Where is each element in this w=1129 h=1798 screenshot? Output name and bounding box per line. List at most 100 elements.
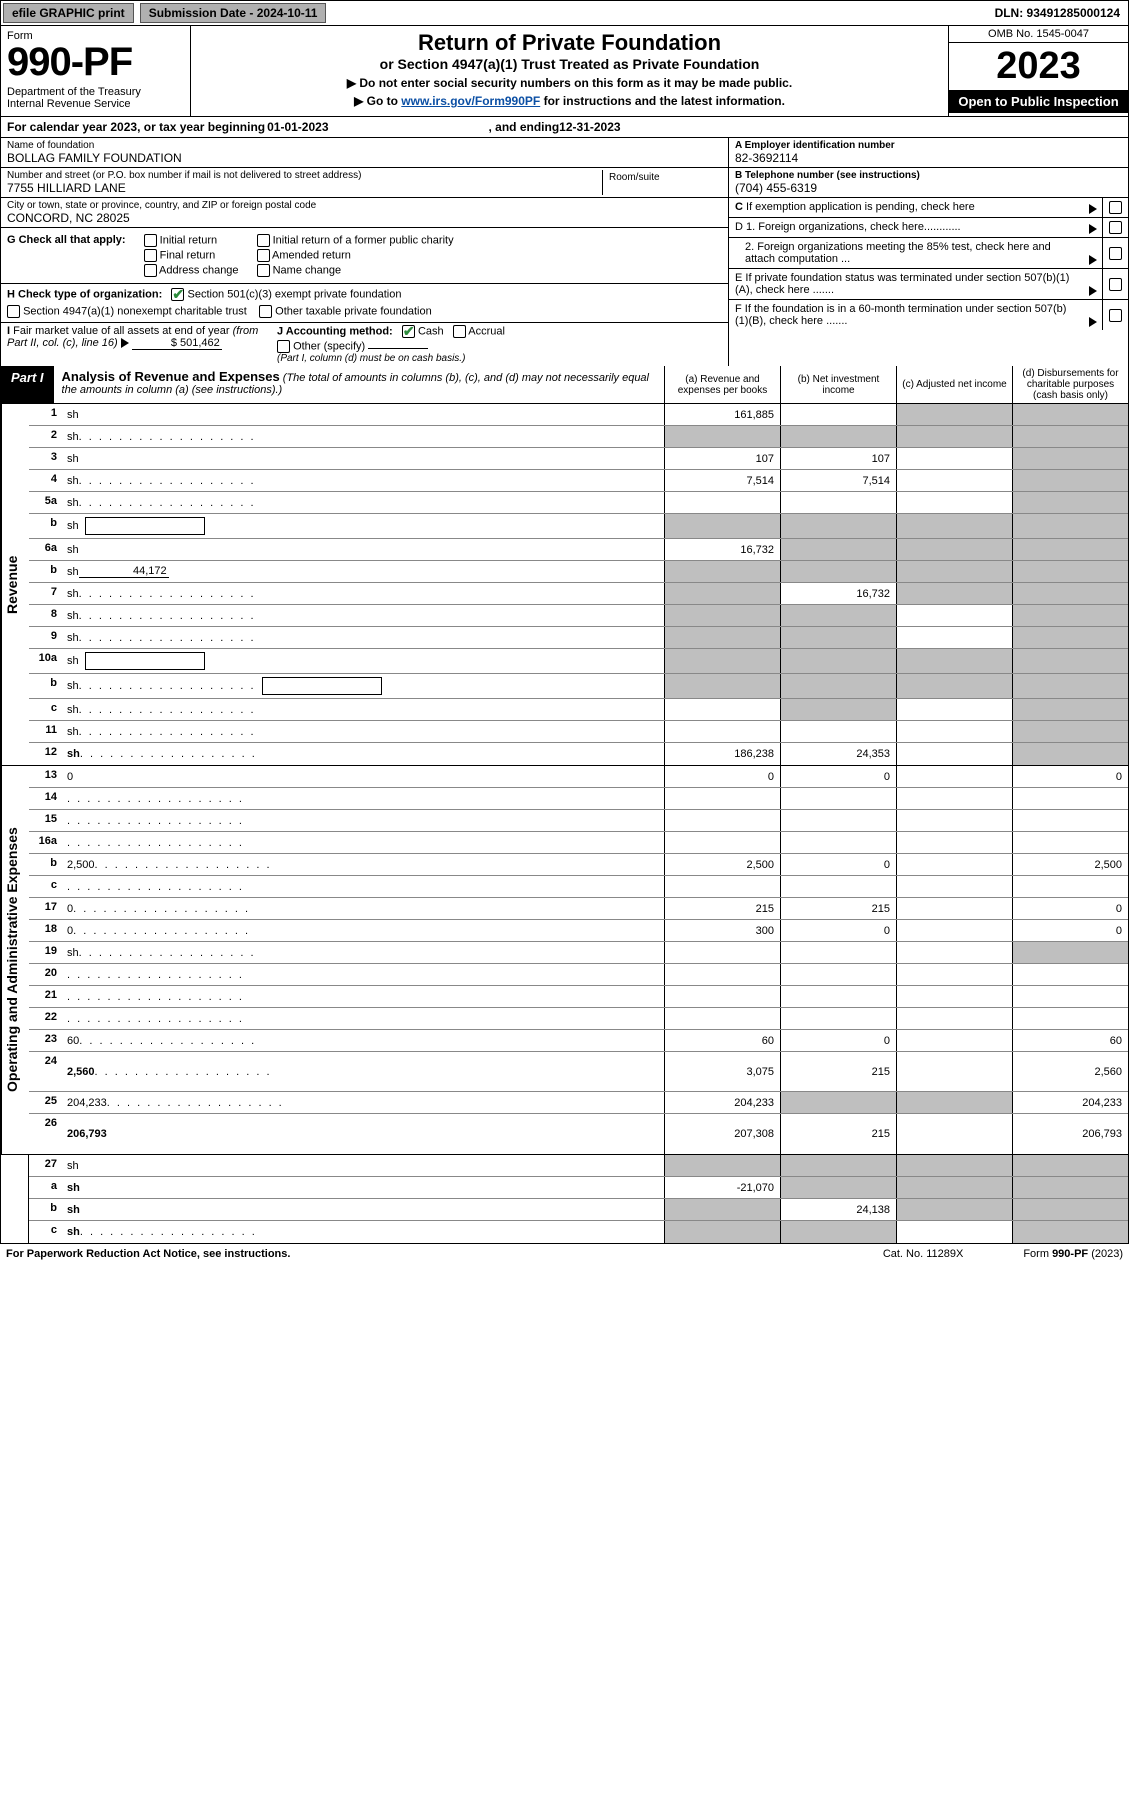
g-address-change-checkbox[interactable] (144, 264, 157, 277)
line-number: 24 (29, 1052, 63, 1091)
table-cell: -21,070 (664, 1177, 780, 1198)
c-checkbox[interactable] (1109, 201, 1122, 214)
submission-date-label: Submission Date - (149, 6, 257, 20)
identity-grid: Name of foundation BOLLAG FAMILY FOUNDAT… (0, 138, 1129, 366)
g-initial-return-checkbox[interactable] (144, 234, 157, 247)
form-title: Return of Private Foundation (197, 30, 942, 56)
table-cell: 2,500 (1012, 854, 1128, 875)
j-other-checkbox[interactable] (277, 340, 290, 353)
table-cell (780, 649, 896, 673)
line-description: sh (63, 1177, 664, 1198)
c-exemption-row: C If exemption application is pending, c… (729, 198, 1128, 218)
table-cell: 60 (664, 1030, 780, 1051)
g-name-change-checkbox[interactable] (257, 264, 270, 277)
name-label: Name of foundation (7, 140, 722, 151)
e-checkbox[interactable] (1109, 278, 1122, 291)
table-row: 27sh (29, 1155, 1128, 1177)
omb-number: OMB No. 1545-0047 (949, 26, 1128, 43)
table-cell: 0 (780, 920, 896, 941)
d1-checkbox[interactable] (1109, 221, 1122, 234)
opex-rows: 130000141516ab2,5002,50002,500c170215215… (29, 766, 1128, 1154)
efile-print-button[interactable]: efile GRAPHIC print (3, 3, 134, 23)
table-cell (896, 514, 1012, 538)
arrow-icon (1089, 224, 1097, 234)
table-cell (1012, 942, 1128, 963)
line-number: 9 (29, 627, 63, 648)
header-note-2: ▶ Go to www.irs.gov/Form990PF for instru… (197, 94, 942, 108)
line-number: 19 (29, 942, 63, 963)
table-cell: 204,233 (664, 1092, 780, 1113)
table-cell (896, 788, 1012, 809)
line-number: 1 (29, 404, 63, 425)
table-cell (1012, 964, 1128, 985)
f-checkbox[interactable] (1109, 309, 1122, 322)
g-amended-return-checkbox[interactable] (257, 249, 270, 262)
ein-value: 82-3692114 (735, 151, 1122, 165)
h-501c3-checkbox[interactable] (171, 288, 184, 301)
line-description: sh (63, 627, 664, 648)
j-accrual-checkbox[interactable] (453, 325, 466, 338)
j-other-label: Other (specify) (293, 340, 365, 352)
table-cell: 186,238 (664, 743, 780, 765)
line-number: 18 (29, 920, 63, 941)
line-number: 8 (29, 605, 63, 626)
g-initial-public-checkbox[interactable] (257, 234, 270, 247)
g-final-return-checkbox[interactable] (144, 249, 157, 262)
line-number: 22 (29, 1008, 63, 1029)
table-cell (664, 699, 780, 720)
table-cell (896, 583, 1012, 604)
j-cash-label: Cash (418, 325, 444, 337)
phone-cell: B Telephone number (see instructions) (7… (729, 168, 1128, 198)
line-number: 5a (29, 492, 63, 513)
table-cell (780, 674, 896, 698)
h-4947-checkbox[interactable] (7, 305, 20, 318)
city-cell: City or town, state or province, country… (1, 198, 728, 228)
line-number: 27 (29, 1155, 63, 1176)
line-description: 0 (63, 898, 664, 919)
form990pf-link[interactable]: www.irs.gov/Form990PF (401, 94, 540, 108)
table-cell (896, 854, 1012, 875)
line-description: sh (63, 743, 664, 765)
table-cell (780, 810, 896, 831)
ein-label: A Employer identification number (735, 140, 1122, 151)
identity-left: Name of foundation BOLLAG FAMILY FOUNDAT… (1, 138, 728, 366)
arrow-icon (1089, 255, 1097, 265)
table-cell (896, 876, 1012, 897)
table-cell (1012, 832, 1128, 853)
ein-cell: A Employer identification number 82-3692… (729, 138, 1128, 168)
line-description: sh 44,172 (63, 561, 664, 582)
line-number: b (29, 561, 63, 582)
j-label: J Accounting method: (277, 325, 393, 337)
form-number: 990-PF (7, 42, 184, 82)
table-cell (664, 1221, 780, 1243)
line-number: 21 (29, 986, 63, 1007)
line-description: 60 (63, 1030, 664, 1051)
line-description: sh (63, 721, 664, 742)
line-number: 11 (29, 721, 63, 742)
table-cell (896, 470, 1012, 491)
j-cash-checkbox[interactable] (402, 325, 415, 338)
table-cell: 215 (780, 1052, 896, 1091)
revenue-rows: 1sh161,8852sh3sh1071074sh7,5147,5145ashb… (29, 404, 1128, 765)
line-number: 15 (29, 810, 63, 831)
line-number: 7 (29, 583, 63, 604)
h-other-checkbox[interactable] (259, 305, 272, 318)
line-description (63, 986, 664, 1007)
table-cell (1012, 674, 1128, 698)
d2-checkbox[interactable] (1109, 247, 1122, 260)
table-cell (896, 721, 1012, 742)
city-label: City or town, state or province, country… (7, 200, 722, 211)
table-cell (896, 627, 1012, 648)
table-cell: 2,560 (1012, 1052, 1128, 1091)
table-cell (780, 1008, 896, 1029)
address-row: Number and street (or P.O. box number if… (1, 168, 728, 198)
table-cell: 161,885 (664, 404, 780, 425)
line-number: 10a (29, 649, 63, 673)
table-cell (1012, 1177, 1128, 1198)
table-cell (896, 942, 1012, 963)
table-cell (896, 448, 1012, 469)
open-to-public-badge: Open to Public Inspection (949, 90, 1128, 113)
j-accrual-label: Accrual (468, 325, 505, 337)
line-description: sh (63, 448, 664, 469)
table-cell (896, 766, 1012, 787)
